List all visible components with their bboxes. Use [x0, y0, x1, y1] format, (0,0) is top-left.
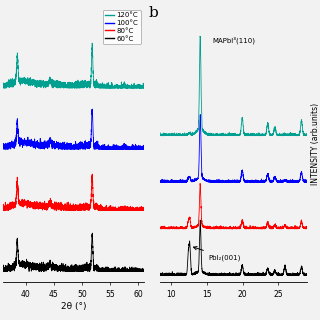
- Text: PbI₂(001): PbI₂(001): [194, 247, 241, 260]
- Text: b: b: [148, 6, 158, 20]
- Text: MAPbI³(110): MAPbI³(110): [212, 36, 255, 44]
- Y-axis label: INTENSITY (arb.units): INTENSITY (arb.units): [311, 103, 320, 185]
- X-axis label: 2θ (°): 2θ (°): [61, 302, 86, 311]
- Legend: 120°C, 100°C, 80°C, 60°C: 120°C, 100°C, 80°C, 60°C: [103, 10, 140, 44]
